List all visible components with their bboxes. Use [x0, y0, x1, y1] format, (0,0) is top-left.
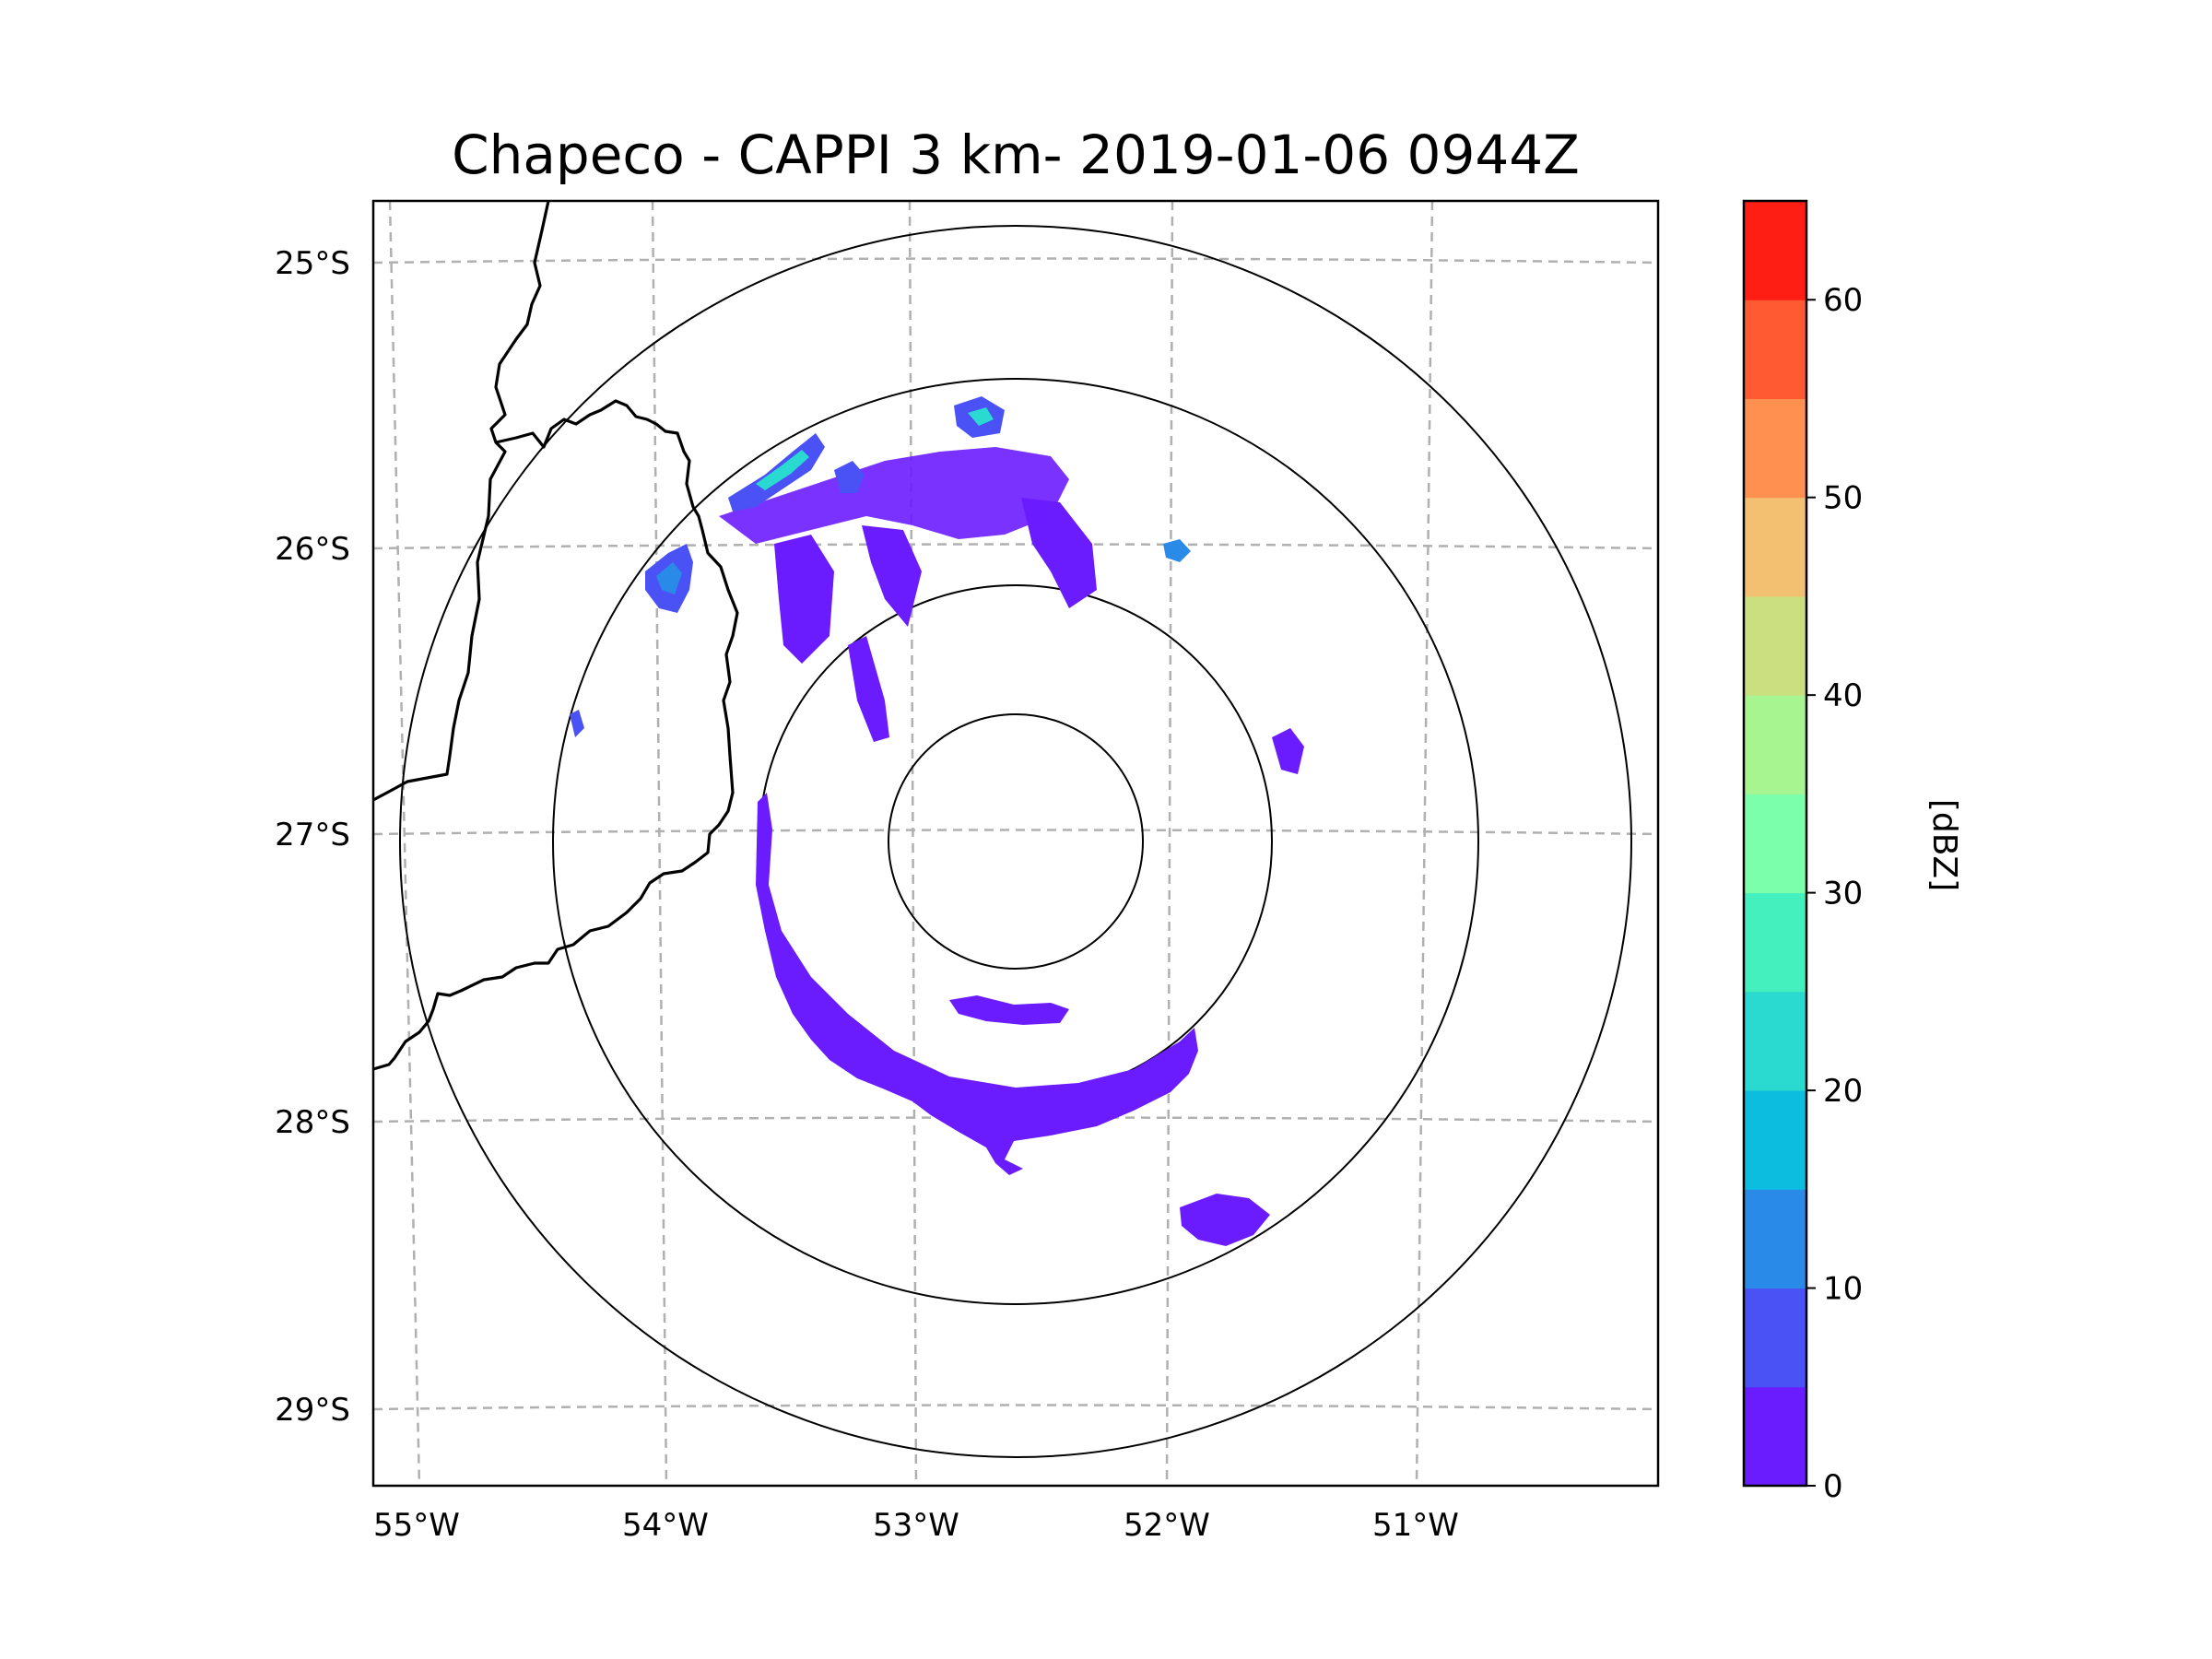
- lat-label-29s: 29°S: [275, 1392, 350, 1429]
- lon-label-55w: 55°W: [373, 1507, 460, 1544]
- border-paraguay: [373, 399, 739, 1071]
- colorbar-tick-label: 10: [1823, 1271, 1863, 1308]
- colorbar-segment: [1744, 201, 1806, 300]
- lon-label-51w: 51°W: [1372, 1507, 1459, 1544]
- echo-north-cell-3-core: [968, 407, 994, 426]
- colorbar: [1742, 199, 1808, 1488]
- colorbar-segment: [1744, 892, 1806, 993]
- lon-label-53w: 53°W: [873, 1507, 959, 1544]
- colorbar-ticks: 0 10 20 30 40 50 60: [1806, 282, 1863, 1505]
- colorbar-segment: [1744, 1386, 1806, 1487]
- colorbar-tick-label: 20: [1823, 1073, 1863, 1110]
- echo-north-field: [719, 447, 1069, 544]
- lat-label-28s: 28°S: [275, 1104, 350, 1141]
- meridian-52w: [1165, 201, 1174, 1486]
- echo-north-streak-2: [862, 525, 922, 627]
- echo-north-streak-3: [1021, 498, 1097, 608]
- echo-north-streak-1: [848, 636, 889, 742]
- colorbar-tick-label: 0: [1823, 1468, 1843, 1505]
- range-ring-1: [888, 713, 1144, 970]
- meridian-55w: [388, 201, 421, 1486]
- colorbar-segment: [1744, 794, 1806, 894]
- political-borders: [373, 201, 739, 1071]
- colorbar-segment: [1744, 1189, 1806, 1289]
- echo-nw-cell-1-core: [756, 450, 809, 490]
- colorbar-tick-label: 30: [1823, 876, 1863, 912]
- parallel-27s: [373, 829, 1658, 836]
- echo-ne-cell: [1163, 539, 1191, 562]
- meridian-51w: [1415, 201, 1434, 1486]
- colorbar-segment: [1744, 595, 1806, 696]
- echo-west-cell: [570, 710, 584, 737]
- echo-southeast-cell: [1180, 1194, 1270, 1246]
- graticule: [373, 201, 1658, 1486]
- map-panel: [373, 201, 1658, 1486]
- map-frame: [371, 199, 1660, 1488]
- longitude-labels: 55°W 54°W 53°W 52°W 51°W: [373, 1507, 1459, 1544]
- colorbar-label: [dBZ]: [1925, 799, 1963, 891]
- colorbar-segment: [1744, 991, 1806, 1091]
- border-argentina-brazil: [373, 201, 550, 802]
- parallel-25s: [373, 257, 1658, 265]
- meridian-53w: [908, 201, 918, 1486]
- lon-label-54w: 54°W: [622, 1507, 709, 1544]
- colorbar-tick-label: 50: [1823, 480, 1863, 517]
- figure-title: Chapeco - CAPPI 3 km- 2019-01-06 0944Z: [452, 124, 1580, 186]
- echo-north-streak-4: [774, 535, 834, 664]
- parallel-29s: [373, 1404, 1658, 1411]
- colorbar-segment: [1744, 398, 1806, 499]
- latitude-labels: 25°S 26°S 27°S 28°S 29°S: [275, 245, 350, 1429]
- lat-label-25s: 25°S: [275, 245, 350, 282]
- lat-label-27s: 27°S: [275, 817, 350, 853]
- echo-inner-band: [949, 995, 1069, 1025]
- colorbar-segment: [1744, 695, 1806, 794]
- lon-label-52w: 52°W: [1124, 1507, 1210, 1544]
- parallel-26s: [373, 543, 1658, 550]
- colorbar-segment: [1744, 1090, 1806, 1190]
- echo-east-scatter: [1272, 728, 1304, 774]
- radar-echo-field: [570, 396, 1304, 1246]
- range-ring-4: [399, 225, 1632, 1458]
- colorbar-segment: [1744, 497, 1806, 597]
- colorbar-segment: [1744, 300, 1806, 399]
- colorbar-frame: [1742, 199, 1808, 1488]
- echo-nw-cell-2-core: [656, 562, 682, 594]
- colorbar-tick-label: 60: [1823, 282, 1863, 319]
- colorbar-tick-label: 40: [1823, 677, 1863, 714]
- echo-south-arc: [756, 793, 1198, 1175]
- colorbar-segment: [1744, 1288, 1806, 1388]
- meridian-54w: [651, 201, 668, 1486]
- range-rings: [399, 225, 1632, 1458]
- echo-north-cell-4: [834, 461, 865, 493]
- range-ring-3: [552, 378, 1479, 1305]
- lat-label-26s: 26°S: [275, 531, 350, 568]
